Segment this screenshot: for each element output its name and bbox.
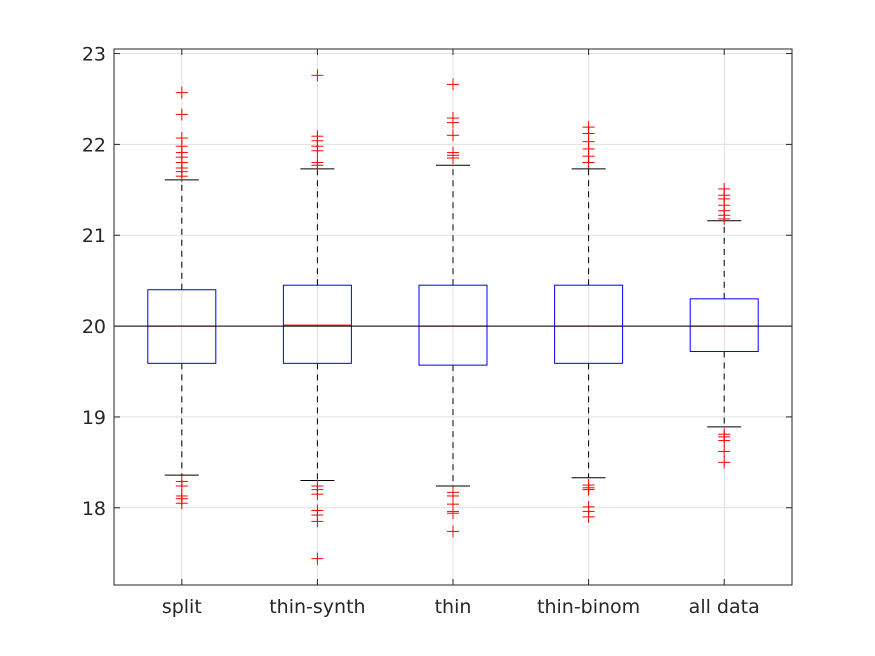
outlier-marker [175,108,188,121]
y-tick-label: 20 [82,316,106,338]
y-tick-label: 18 [82,498,106,520]
outlier-marker [447,129,459,142]
outlier-marker [718,182,731,195]
box-group [554,121,624,523]
y-tick-label: 21 [82,225,106,247]
x-tick-label: all data [689,596,760,618]
box-iqr [554,284,624,364]
y-tick-label: 23 [82,44,106,66]
outlier-marker [718,434,731,447]
y-tick-label: 19 [82,407,106,429]
outlier-marker [311,130,324,143]
x-tick-label: split [162,596,202,618]
outlier-marker [447,78,459,91]
outlier-marker [718,456,731,469]
outlier-marker [311,156,324,169]
box-group [282,69,352,565]
outlier-marker [447,112,459,125]
outlier-marker [175,86,188,99]
outlier-marker [582,121,595,134]
x-tick-label: thin-binom [537,596,640,618]
box-iqr [418,284,488,366]
x-tick-label: thin-synth [269,596,365,618]
y-tick-labels: 18 19 20 21 22 23 [82,44,106,520]
outlier-marker [582,483,595,496]
outlier-marker [447,525,459,538]
tick-marks [114,49,792,585]
boxes-layer [147,69,759,565]
outlier-marker [582,510,595,523]
outlier-marker [447,146,459,159]
x-tick-label: thin [435,596,472,618]
outlier-marker [311,552,324,565]
outlier-marker [311,69,324,82]
box-iqr [282,284,352,364]
outlier-marker [311,488,324,501]
x-tick-labels: split thin-synth thin thin-binom all data [162,596,760,618]
outlier-marker [311,515,324,528]
box-iqr [689,298,759,353]
y-tick-label: 22 [82,134,106,156]
outlier-marker [447,507,459,520]
outlier-marker [718,445,731,458]
outlier-marker [175,132,188,145]
box-group [689,182,759,469]
outlier-marker [175,497,188,510]
